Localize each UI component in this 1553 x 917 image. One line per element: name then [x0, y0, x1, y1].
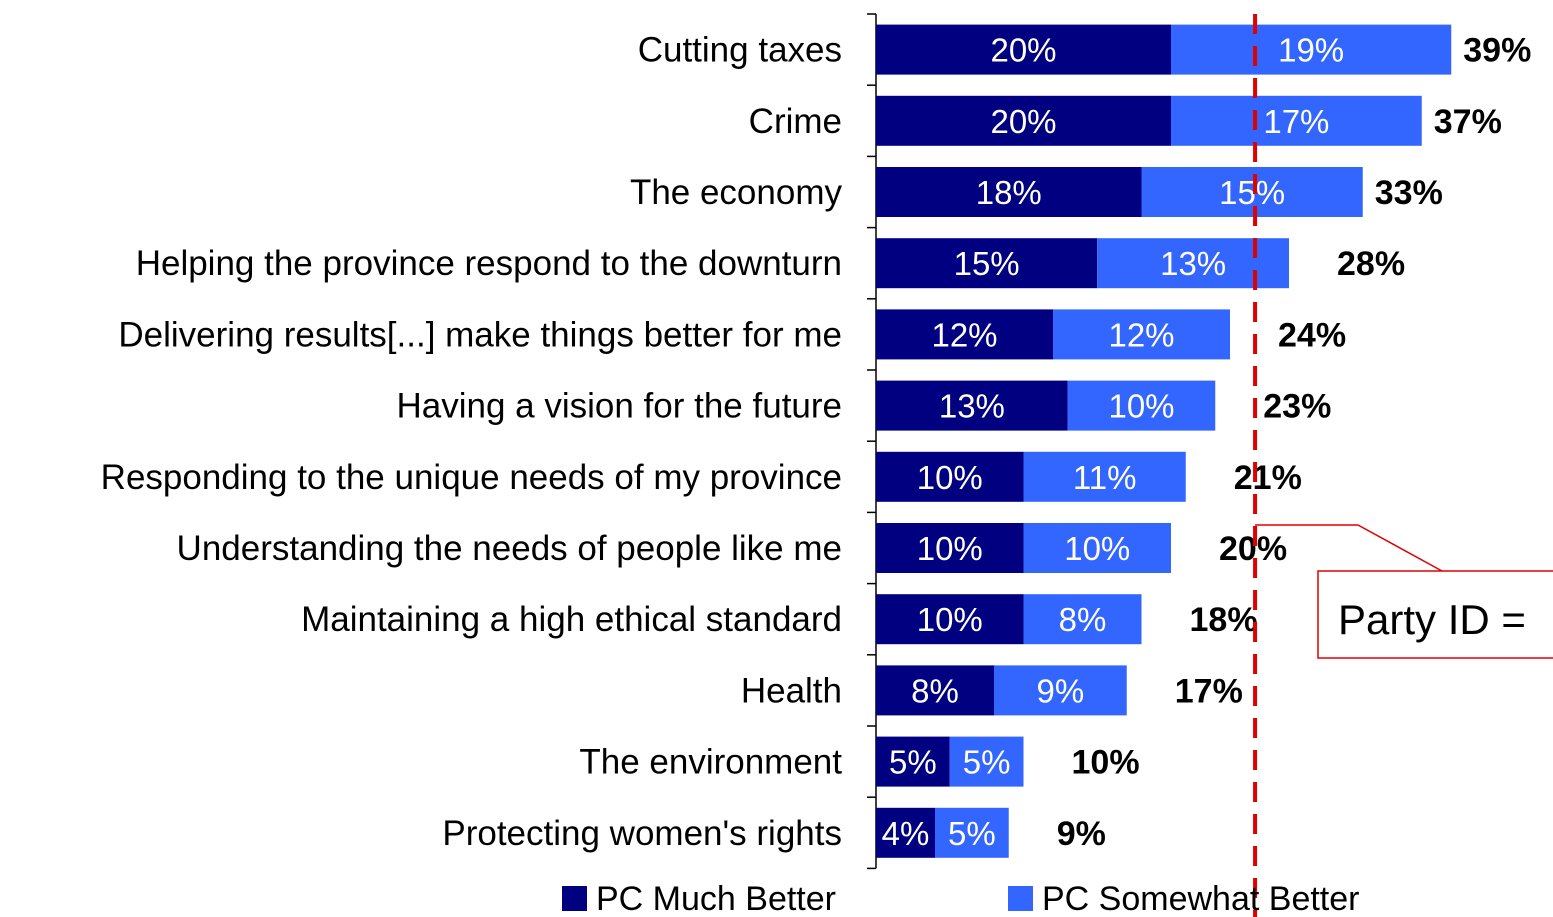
category-label: Protecting women's rights	[442, 814, 842, 853]
bar-segment	[994, 665, 1127, 716]
legend-swatch	[1008, 886, 1033, 911]
segment-label: 10%	[917, 601, 983, 638]
total-label: 17%	[1175, 672, 1243, 710]
segment-label: 20%	[990, 103, 1056, 140]
total-labels: 39% 37% 33% 28% 24% 23% 21% 20% 18% 17% 10% 9%	[1057, 32, 1532, 853]
category-label: Having a vision for the future	[396, 387, 842, 426]
bar-segment	[949, 736, 1024, 787]
total-label: 24%	[1278, 316, 1346, 354]
bar-segment	[1171, 95, 1422, 146]
total-label: 39%	[1463, 32, 1531, 70]
segment-label: 10%	[917, 459, 983, 496]
segment-label: 9%	[1037, 672, 1085, 709]
total-label: 20%	[1219, 530, 1287, 568]
legend-label: PC Much Better	[596, 880, 836, 917]
segment-label: 11%	[1073, 459, 1137, 496]
segment-label: 18%	[976, 174, 1042, 211]
segment-label: 4%	[882, 815, 930, 852]
segment-label: 5%	[948, 815, 996, 852]
total-label: 23%	[1263, 388, 1331, 426]
segment-label: 12%	[1108, 316, 1174, 353]
segment-label: 8%	[911, 672, 959, 709]
bar-segment	[876, 736, 950, 787]
callout-text: Party ID =	[1338, 596, 1526, 643]
segment-label: 8%	[1059, 601, 1107, 638]
bar-segment	[935, 807, 1009, 858]
legend: PC Much Better PC Somewhat Better	[562, 880, 1359, 917]
segment-label: 15%	[1219, 174, 1285, 211]
total-label: 37%	[1434, 103, 1502, 141]
bar-segment	[876, 238, 1098, 289]
category-label: Helping the province respond to the down…	[136, 244, 842, 283]
segment-label: 12%	[931, 316, 997, 353]
category-label: Health	[741, 671, 842, 710]
bar-segment	[876, 451, 1024, 502]
category-label: The economy	[630, 173, 843, 212]
axis	[867, 13, 877, 870]
total-label: 9%	[1057, 815, 1106, 853]
segment-label: 5%	[889, 744, 937, 781]
bar-segment	[876, 24, 1171, 75]
bar-segment	[876, 523, 1024, 573]
segment-label: 17%	[1263, 103, 1329, 140]
total-label: 21%	[1234, 459, 1302, 497]
bar-segment	[1053, 309, 1230, 360]
total-label: 10%	[1072, 744, 1140, 782]
category-label: Maintaining a high ethical standard	[301, 600, 842, 639]
total-label: 33%	[1375, 174, 1443, 212]
segment-label: 10%	[1108, 388, 1174, 425]
segment-label: 13%	[1160, 245, 1226, 282]
category-label: Crime	[749, 102, 842, 141]
segment-label: 19%	[1278, 32, 1344, 69]
segment-label: 5%	[963, 744, 1011, 781]
bar-segment	[876, 665, 994, 716]
legend-swatch	[562, 886, 587, 911]
category-label: Cutting taxes	[638, 31, 842, 70]
bars: 20% 19% 20% 17% 18% 15% 15% 13% 12% 12% 13% 10% 10% 1…	[876, 24, 1452, 858]
bar-segment	[1067, 380, 1216, 431]
segment-label: 13%	[939, 388, 1005, 425]
bar-segment	[876, 594, 1024, 645]
legend-label: PC Somewhat Better	[1042, 880, 1359, 917]
callout: Party ID =	[1255, 524, 1553, 659]
bar-segment	[876, 380, 1068, 431]
total-label: 28%	[1337, 245, 1405, 283]
bar-segment	[1141, 167, 1363, 217]
category-label: Understanding the needs of people like m…	[177, 529, 842, 568]
bar-segment	[1023, 594, 1142, 645]
segment-label: 10%	[917, 530, 983, 567]
callout-box	[1317, 570, 1553, 659]
bar-segment	[876, 807, 935, 858]
bar-segment	[1023, 451, 1186, 502]
bar-segment	[876, 309, 1053, 360]
category-label: Delivering results[...] make things bett…	[118, 315, 842, 354]
total-label: 18%	[1190, 601, 1258, 639]
bar-segment	[876, 95, 1171, 146]
callout-leader	[1357, 524, 1443, 572]
segment-label: 20%	[990, 32, 1056, 69]
bar-segment	[1171, 24, 1452, 75]
category-label: Responding to the unique needs of my pro…	[101, 458, 842, 497]
segment-label: 15%	[954, 245, 1020, 282]
segment-label: 10%	[1064, 530, 1130, 567]
bar-segment	[876, 167, 1142, 217]
category-labels: Cutting taxes Crime The economy Helping the…	[101, 31, 843, 853]
category-label: The environment	[579, 743, 842, 782]
bar-segment	[1023, 523, 1171, 573]
